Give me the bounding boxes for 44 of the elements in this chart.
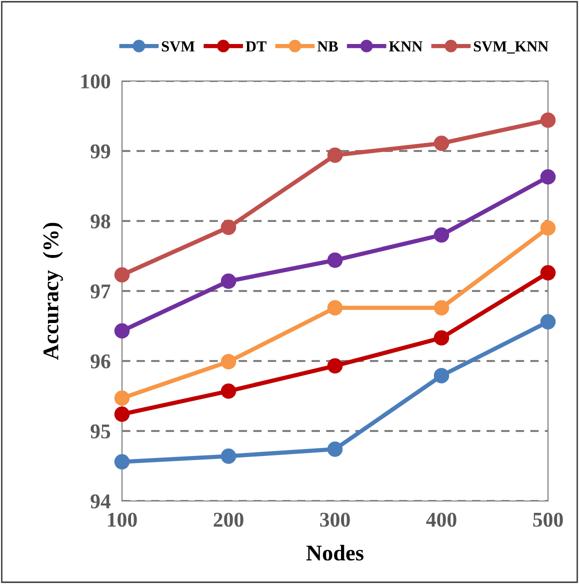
point bbox=[434, 136, 450, 151]
point bbox=[220, 354, 236, 370]
point bbox=[114, 323, 130, 339]
y-axis-title: Accuracy (%) bbox=[42, 222, 63, 360]
legend-label: DT bbox=[246, 41, 266, 52]
x-tick-label: 400 bbox=[426, 512, 456, 527]
y-tick-label: 98 bbox=[90, 214, 110, 228]
x-tick-label: 100 bbox=[108, 512, 137, 527]
point bbox=[540, 314, 556, 330]
y-tick-label: 96 bbox=[90, 354, 110, 368]
legend-label: NB bbox=[317, 41, 338, 52]
y-tick-label: 97 bbox=[90, 284, 110, 298]
y-tick-label: 94 bbox=[90, 494, 110, 508]
point bbox=[327, 442, 343, 457]
point bbox=[434, 227, 450, 243]
point bbox=[434, 330, 450, 346]
legend-label: SVM_KNN bbox=[474, 41, 548, 54]
point bbox=[327, 358, 343, 374]
point bbox=[114, 454, 130, 470]
point bbox=[540, 169, 556, 185]
point bbox=[114, 406, 130, 422]
y-tick-label: 95 bbox=[90, 424, 110, 438]
x-tick-label: 300 bbox=[320, 512, 350, 527]
point bbox=[114, 267, 130, 283]
legend-label: KNN bbox=[388, 41, 422, 52]
point bbox=[114, 390, 130, 406]
point bbox=[434, 368, 450, 384]
point bbox=[327, 252, 343, 268]
point bbox=[540, 220, 556, 236]
point bbox=[220, 274, 236, 289]
point bbox=[540, 265, 556, 280]
point bbox=[220, 220, 236, 235]
point bbox=[327, 300, 343, 316]
x-tick-label: 500 bbox=[533, 512, 563, 527]
point bbox=[220, 448, 236, 464]
point bbox=[434, 300, 450, 316]
point bbox=[327, 148, 343, 163]
y-tick-label: 99 bbox=[90, 144, 110, 158]
point bbox=[540, 112, 556, 128]
x-tick-label: 200 bbox=[214, 512, 244, 527]
legend-label: SVM bbox=[162, 41, 195, 52]
point bbox=[220, 383, 236, 399]
x-axis-title: Nodes bbox=[306, 544, 364, 561]
y-tick-label: 100 bbox=[81, 74, 110, 88]
